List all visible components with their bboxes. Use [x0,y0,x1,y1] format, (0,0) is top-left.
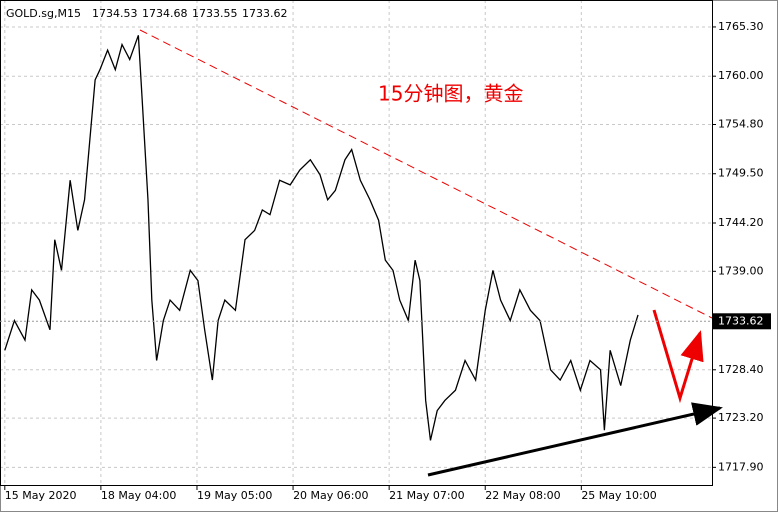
symbol: GOLD.sg,M15 [6,7,81,20]
y-tick-label: 1728.40 [718,363,764,376]
y-tick-label: 1749.50 [718,167,764,180]
forecast-arrow [652,309,704,404]
x-tick-label: 20 May 06:00 [293,489,368,502]
grid [0,0,712,485]
y-tick-label: 1744.20 [718,216,764,229]
x-tick-label: 15 May 2020 [5,489,77,502]
x-tick-label: 18 May 04:00 [101,489,176,502]
annotation: 15分钟图，黄金 [378,82,523,106]
marks [4,35,639,441]
x-tick-label: 22 May 08:00 [485,489,560,502]
x-tick-label: 25 May 10:00 [581,489,656,502]
y-tick-label: 1717.90 [718,460,764,473]
support-arrow [427,402,723,477]
x-tick-label: 21 May 07:00 [389,489,464,502]
close: 1733.62 [242,7,288,20]
y-tick-label: 1739.00 [718,264,764,277]
y-tick-label: 1723.20 [718,411,764,424]
price-tag [713,313,771,330]
y-tick-label: 1760.00 [718,69,764,82]
y-tick-label: 1765.30 [718,20,764,33]
low: 1733.55 [192,7,238,20]
high: 1734.68 [142,7,188,20]
price-tag-label: 1733.62 [718,314,764,327]
plot-area [0,0,713,486]
x-tick-label: 19 May 05:00 [197,489,272,502]
open: 1734.53 [92,7,138,20]
price-line [4,35,639,441]
resistance-line [139,29,713,319]
y-tick-label: 1754.80 [718,118,764,131]
